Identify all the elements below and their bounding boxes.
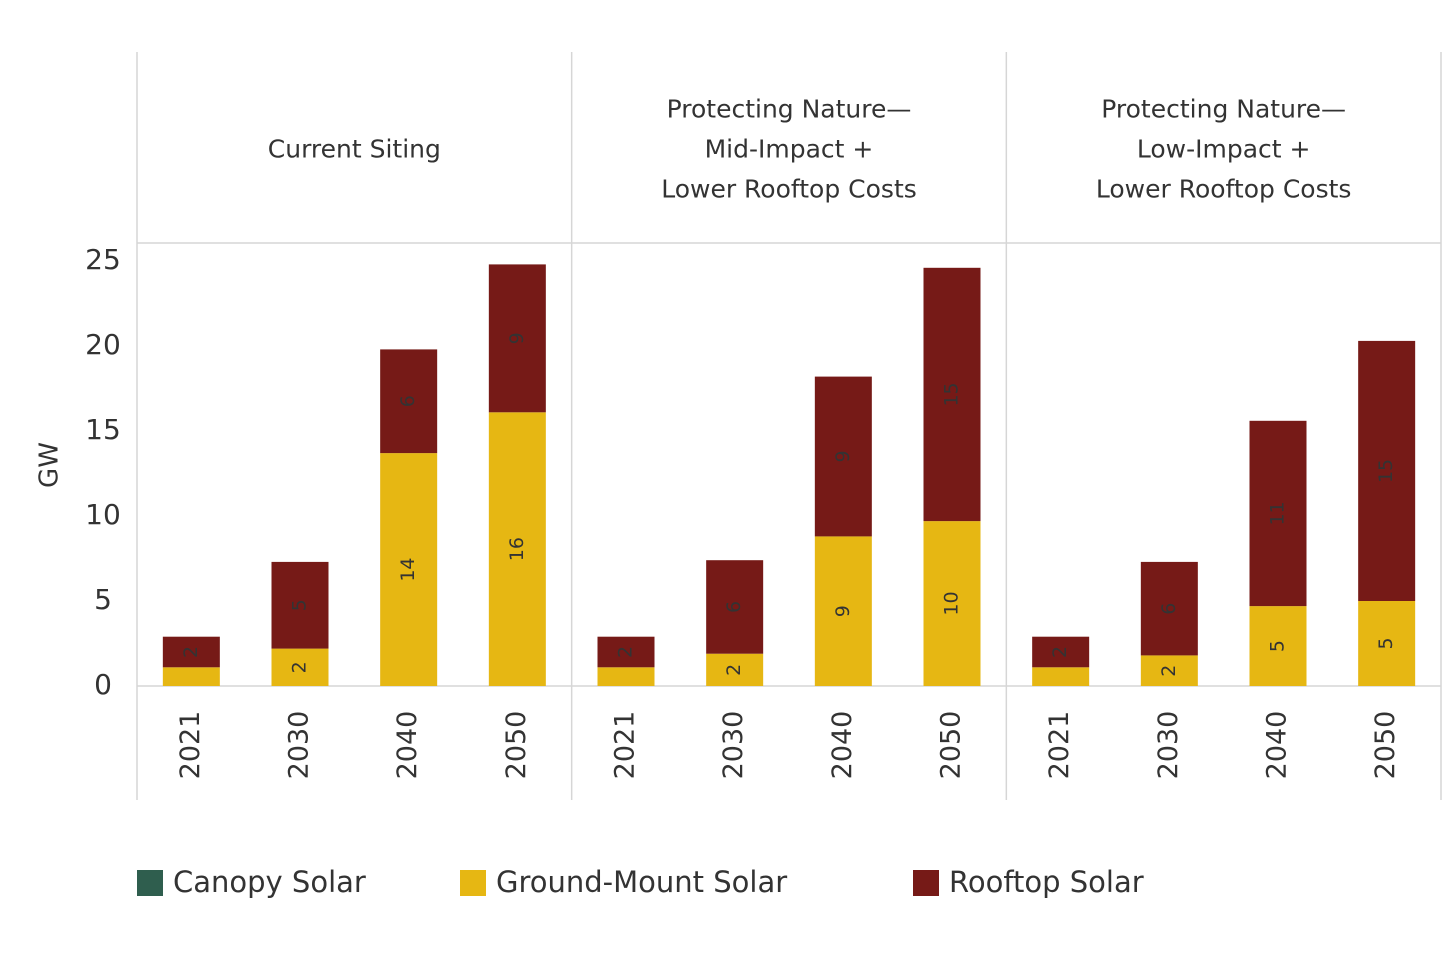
x-tick-label: 2021: [175, 711, 206, 780]
y-tick-label: 0: [94, 668, 112, 701]
value-label: 6: [397, 395, 419, 407]
legend-swatch: [913, 870, 939, 896]
x-tick-label: 2040: [827, 711, 858, 780]
bar-segment: [706, 560, 764, 654]
panel-title: Lower Rooftop Costs: [661, 175, 917, 204]
value-label: 9: [506, 332, 528, 344]
x-tick-label: 2030: [1153, 711, 1184, 780]
legend-swatch: [137, 870, 163, 896]
value-label: 14: [397, 557, 419, 581]
bar-segment: [1032, 667, 1090, 686]
bar-segment: [162, 667, 220, 686]
x-tick-label: 2040: [392, 711, 423, 780]
bar-segment: [1140, 655, 1198, 686]
bar-segment: [1140, 561, 1198, 656]
bar-segment: [488, 412, 546, 686]
value-label: 2: [1158, 665, 1180, 677]
bar-segment: [162, 636, 220, 668]
bar-segment: [1358, 340, 1416, 601]
panel-title: Mid-Impact +: [705, 135, 874, 164]
legend-label: Rooftop Solar: [949, 865, 1144, 899]
panel-title: Protecting Nature—: [1101, 95, 1346, 124]
panel-title: Low-Impact +: [1137, 135, 1311, 164]
value-label: 2: [289, 661, 311, 673]
panel-title: Current Siting: [268, 135, 441, 164]
value-label: 5: [1267, 640, 1289, 652]
bar-segment: [923, 267, 981, 522]
bar-segment: [380, 453, 438, 686]
x-tick-label: 2030: [718, 711, 749, 780]
bar-segment: [488, 264, 546, 413]
y-tick-label: 15: [85, 413, 121, 446]
value-label: 16: [506, 537, 528, 561]
y-tick-label: 20: [85, 328, 121, 361]
legend-swatch: [460, 870, 486, 896]
y-tick-label: 25: [85, 243, 121, 276]
value-label: 2: [615, 646, 637, 658]
bar-segment: [1249, 420, 1307, 607]
x-tick-label: 2050: [936, 711, 967, 780]
bar-segment: [1249, 606, 1307, 686]
panel-title: Protecting Nature—: [667, 95, 912, 124]
x-tick-label: 2050: [1370, 711, 1401, 780]
bar-segment: [814, 376, 872, 537]
bar-segment: [923, 521, 981, 686]
x-tick-label: 2040: [1262, 711, 1293, 780]
bar-segment: [380, 349, 438, 454]
value-label: 2: [180, 646, 202, 658]
value-label: 11: [1267, 501, 1289, 525]
y-tick-label: 5: [94, 583, 112, 616]
y-axis-label: GW: [35, 442, 65, 488]
value-label: 15: [1375, 459, 1397, 483]
value-label: 5: [1375, 637, 1397, 649]
bar-segment: [271, 648, 329, 686]
value-label: 9: [832, 450, 854, 462]
value-label: 5: [289, 599, 311, 611]
legend-label: Ground-Mount Solar: [496, 865, 787, 899]
bar-segment: [814, 536, 872, 686]
value-label: 6: [723, 601, 745, 613]
bar-segment: [597, 667, 655, 686]
x-tick-label: 2021: [1044, 711, 1075, 780]
panel-title: Lower Rooftop Costs: [1096, 175, 1352, 204]
x-tick-label: 2030: [284, 711, 315, 780]
value-label: 10: [941, 591, 963, 615]
bar-segment: [706, 653, 764, 686]
bar-segment: [271, 561, 329, 649]
bar-segment: [597, 636, 655, 668]
x-tick-label: 2050: [501, 711, 532, 780]
bar-segment: [1032, 636, 1090, 668]
value-label: 2: [1049, 646, 1071, 658]
y-tick-label: 10: [85, 498, 121, 531]
legend-label: Canopy Solar: [173, 865, 366, 899]
value-label: 2: [723, 664, 745, 676]
x-tick-label: 2021: [610, 711, 641, 780]
value-label: 15: [941, 382, 963, 406]
value-label: 6: [1158, 603, 1180, 615]
value-label: 9: [832, 605, 854, 617]
bar-segment: [1358, 601, 1416, 686]
